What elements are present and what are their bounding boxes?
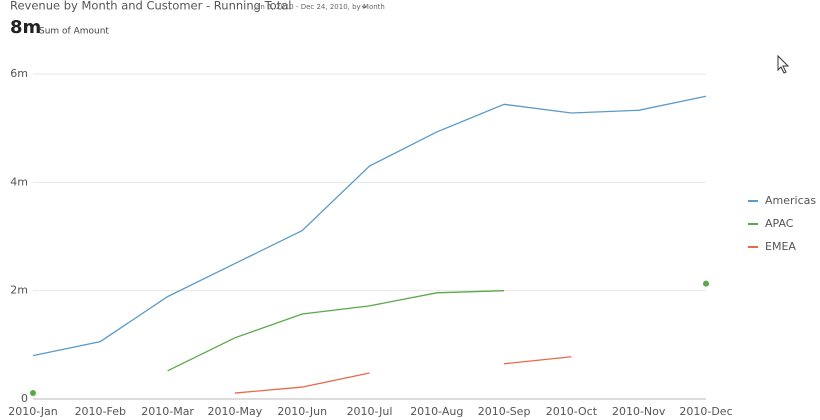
- x-tick-label: 2010-Sep: [478, 405, 531, 418]
- kpi-label: Sum of Amount: [39, 27, 109, 37]
- chart-subtitle[interactable]: Jan 6, 2010 - Dec 24, 2010, by Month: [253, 3, 385, 11]
- x-tick-label: 2010-Jul: [347, 405, 393, 418]
- dropdown-chevron[interactable]: [361, 5, 367, 9]
- kpi-value: 8m: [10, 17, 41, 38]
- series-line: [32, 95, 707, 357]
- y-tick-label: 2m: [10, 284, 28, 297]
- mouse-cursor: [777, 54, 790, 74]
- chart-title: Revenue by Month and Customer - Running …: [10, 0, 291, 13]
- x-tick-label: 2010-Jan: [8, 405, 58, 418]
- x-tick-label: 2010-Dec: [679, 405, 732, 418]
- series-line: [234, 372, 370, 394]
- x-tick-label: 2010-Jun: [277, 405, 327, 418]
- data-point: [30, 390, 36, 397]
- x-tick-label: 2010-Nov: [612, 405, 666, 418]
- series-line: [167, 290, 505, 372]
- x-tick-label: 2010-Mar: [141, 405, 194, 418]
- y-tick-label: 4m: [10, 175, 28, 188]
- y-tick-label: 0: [21, 392, 28, 405]
- x-tick-label: 2010-May: [208, 405, 263, 418]
- x-tick-label: 2010-Feb: [75, 405, 126, 418]
- legend-label: APAC: [765, 217, 794, 230]
- legend-label: EMEA: [765, 240, 796, 253]
- y-tick-label: 6m: [10, 67, 28, 80]
- x-tick-label: 2010-Oct: [546, 405, 598, 418]
- data-point: [703, 280, 709, 287]
- series-line: [504, 356, 572, 365]
- legend-label: Americas: [765, 194, 816, 207]
- x-tick-label: 2010-Aug: [410, 405, 463, 418]
